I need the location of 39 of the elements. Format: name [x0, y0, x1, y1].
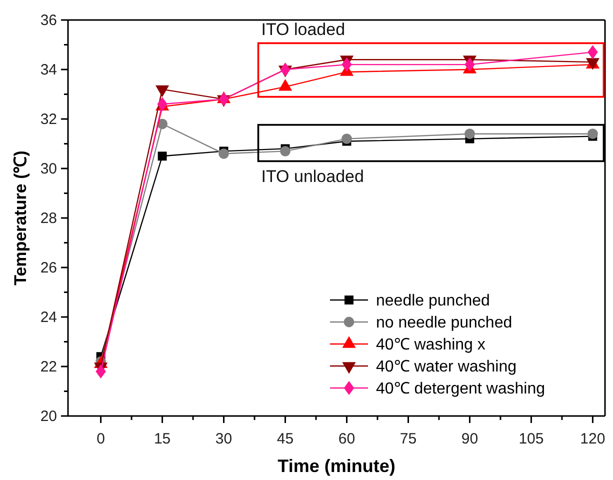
y-tick-label: 28	[40, 210, 57, 227]
legend-label: needle punched	[376, 292, 490, 310]
x-axis-title: Time (minute)	[278, 456, 396, 476]
point	[464, 128, 475, 140]
y-tick-label: 22	[40, 358, 57, 376]
y-tick-label: 26	[40, 259, 57, 276]
point	[96, 364, 106, 379]
x-tick-label: 0	[96, 430, 105, 448]
legend-label: 40℃ water washing	[376, 358, 517, 376]
legend-label: 40℃ washing x	[376, 336, 486, 354]
point	[218, 148, 229, 159]
x-tick-label: 60	[338, 430, 356, 448]
point	[588, 45, 598, 60]
point	[280, 146, 290, 156]
x-tick-label: 45	[276, 430, 294, 448]
annotation: ITO loaded	[261, 20, 346, 40]
y-tick-label: 32	[40, 110, 57, 128]
legend-label: 40℃ detergent washing	[376, 380, 545, 398]
x-tick-label: 30	[215, 430, 232, 448]
x-tick-label: 90	[461, 430, 478, 448]
y-tick-label: 36	[40, 12, 57, 29]
legend-label: no needle punched	[376, 314, 512, 332]
point	[158, 152, 167, 161]
point	[218, 92, 229, 106]
y-axis-title: Temperature (℃)	[11, 150, 30, 286]
annotation: ITO unloaded	[261, 167, 364, 186]
x-tick-label: 105	[518, 430, 544, 448]
y-tick-label: 24	[40, 308, 57, 326]
x-tick-label: 120	[580, 430, 606, 448]
y-tick-label: 20	[40, 408, 57, 425]
x-tick-label: 75	[400, 430, 417, 448]
point	[464, 57, 475, 72]
y-tick-label: 30	[40, 160, 57, 178]
point	[342, 57, 352, 72]
point	[588, 128, 598, 140]
point	[342, 134, 352, 144]
point	[280, 62, 290, 77]
y-tick-label: 34	[40, 61, 57, 78]
x-tick-label: 15	[154, 430, 171, 448]
